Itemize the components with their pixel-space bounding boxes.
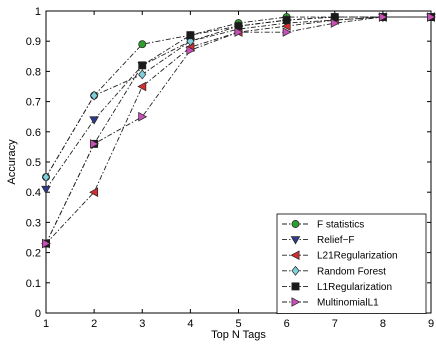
data-point bbox=[90, 90, 99, 101]
x-axis-title: Top N Tags bbox=[211, 329, 266, 341]
x-tick-label: 4 bbox=[187, 318, 193, 330]
series-line bbox=[45, 16, 431, 178]
series-1 bbox=[41, 13, 436, 195]
data-point bbox=[138, 40, 147, 49]
legend-label: Relief−F bbox=[317, 235, 355, 246]
y-tick-label: 0.3 bbox=[26, 217, 41, 229]
x-tick-label: 7 bbox=[332, 318, 338, 330]
series-layer bbox=[41, 12, 436, 249]
x-tick-label: 1 bbox=[43, 318, 49, 330]
legend-marker bbox=[290, 250, 300, 260]
y-tick-label: 0.7 bbox=[26, 97, 41, 109]
series-0 bbox=[42, 13, 435, 182]
y-tick-label: 0 bbox=[35, 308, 41, 320]
legend: F statistics Relief−F L21Regularization Ran… bbox=[276, 213, 427, 314]
data-point bbox=[378, 12, 388, 22]
data-point bbox=[138, 69, 147, 80]
y-axis-title: Accuracy bbox=[6, 139, 18, 185]
y-tick-label: 0.6 bbox=[26, 127, 41, 139]
legend-marker bbox=[291, 265, 300, 276]
data-point bbox=[427, 12, 436, 22]
data-point bbox=[89, 187, 99, 197]
y-tick-label: 0.1 bbox=[26, 278, 41, 290]
x-tick-label: 8 bbox=[380, 318, 386, 330]
series-3 bbox=[41, 12, 436, 183]
legend-label: Random Forest bbox=[317, 266, 386, 277]
legend-marker bbox=[291, 297, 301, 307]
legend-label: F statistics bbox=[317, 220, 364, 231]
series-line bbox=[45, 16, 431, 244]
legend-marker bbox=[290, 236, 301, 245]
data-point bbox=[89, 116, 99, 125]
y-tick-label: 0.8 bbox=[26, 66, 41, 78]
y-tick-label: 0.2 bbox=[26, 248, 41, 260]
legend-marker bbox=[291, 282, 300, 291]
data-point bbox=[41, 185, 51, 195]
data-point bbox=[186, 45, 196, 56]
series-line bbox=[45, 16, 431, 178]
series-2 bbox=[41, 12, 435, 249]
data-point bbox=[282, 27, 292, 37]
y-tick-label: 0.4 bbox=[26, 187, 41, 199]
legend-box bbox=[276, 213, 427, 314]
axes-layer: 1 2 3 4 5 6 7 8 9 0 0.1 0.2 0.3 0.4 0.5 0.6 0.7 0.8 0.9 1 bbox=[26, 6, 434, 330]
x-tick-label: 3 bbox=[139, 318, 145, 330]
data-point bbox=[234, 27, 244, 37]
series-line bbox=[45, 16, 431, 190]
data-point bbox=[41, 172, 51, 183]
data-point bbox=[138, 111, 148, 122]
x-tick-label: 5 bbox=[235, 318, 241, 330]
legend-label: MultinomialL1 bbox=[317, 298, 379, 309]
data-point bbox=[282, 16, 291, 25]
y-tick-label: 0.5 bbox=[26, 157, 41, 169]
series-4 bbox=[42, 13, 435, 248]
legend-label: L1Regularization bbox=[317, 282, 392, 293]
legend-marker bbox=[291, 220, 300, 228]
data-point bbox=[90, 139, 100, 149]
data-point bbox=[138, 61, 147, 70]
x-tick-label: 9 bbox=[428, 318, 434, 330]
data-point bbox=[330, 18, 340, 28]
series-line bbox=[45, 16, 431, 244]
y-tick-label: 1 bbox=[35, 6, 41, 18]
data-point bbox=[137, 81, 147, 92]
x-tick-label: 2 bbox=[91, 318, 97, 330]
series-line bbox=[45, 16, 431, 244]
data-point bbox=[186, 31, 195, 40]
x-tick-label: 6 bbox=[284, 318, 290, 330]
series-5 bbox=[42, 12, 436, 249]
y-tick-label: 0.9 bbox=[26, 36, 41, 48]
legend-label: L21Regularization bbox=[317, 251, 398, 262]
data-point bbox=[42, 238, 51, 249]
